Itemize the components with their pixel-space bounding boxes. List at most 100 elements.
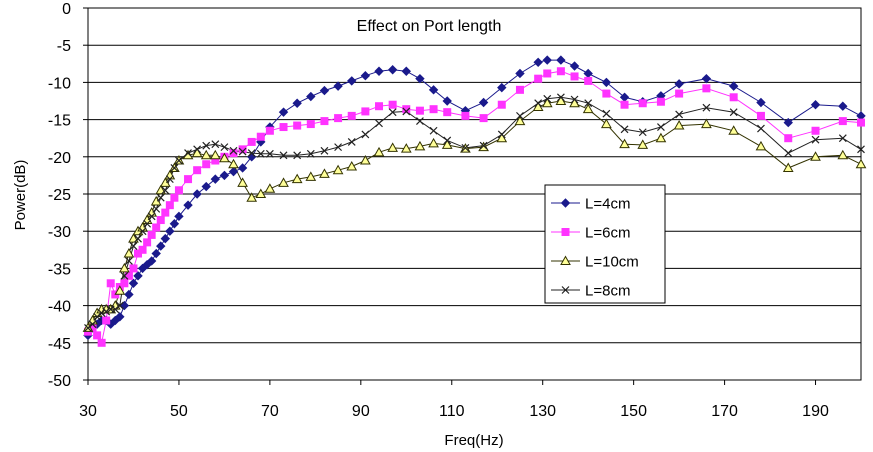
y-tick-label: 0 — [62, 1, 71, 18]
data-point — [361, 107, 370, 116]
x-tick-label: 70 — [261, 403, 279, 420]
data-point — [729, 93, 738, 102]
data-point — [93, 331, 102, 340]
data-point — [306, 91, 316, 102]
data-point — [416, 117, 424, 126]
data-point — [756, 97, 766, 108]
data-point — [702, 103, 711, 112]
data-point — [175, 156, 183, 165]
data-point — [334, 143, 343, 152]
data-point — [319, 168, 330, 178]
data-point — [532, 101, 544, 111]
data-point — [184, 149, 192, 158]
data-point — [556, 67, 565, 76]
data-point — [202, 141, 211, 150]
data-point — [602, 109, 611, 118]
data-point — [170, 164, 179, 172]
data-point — [838, 117, 847, 126]
data-point — [210, 174, 221, 184]
data-point — [400, 143, 412, 153]
data-point — [219, 152, 230, 163]
data-point — [152, 204, 161, 213]
data-point — [810, 151, 821, 161]
data-point — [387, 65, 398, 75]
data-point — [229, 146, 238, 155]
data-point — [106, 279, 115, 288]
data-point — [228, 158, 239, 169]
data-point — [673, 120, 685, 130]
data-point — [497, 130, 506, 139]
y-tick-label: -30 — [48, 224, 71, 241]
data-point — [138, 245, 147, 254]
data-point — [582, 103, 594, 114]
data-point — [193, 166, 202, 175]
data-point — [278, 107, 289, 117]
data-point — [264, 183, 276, 193]
data-point — [361, 130, 370, 139]
y-tick-label: -40 — [48, 299, 71, 316]
data-point — [123, 248, 135, 258]
y-tick-label: -10 — [48, 75, 71, 92]
data-point — [133, 271, 143, 281]
data-point — [293, 151, 302, 160]
data-point — [114, 285, 126, 295]
data-point — [134, 234, 142, 243]
data-point — [429, 105, 438, 114]
legend: L=4cm L=6cm L=10cm L=8cm — [544, 184, 666, 304]
data-point — [200, 149, 212, 160]
data-point — [169, 219, 180, 229]
chart-title: Effect on Port length — [357, 18, 502, 35]
y-tick-label: -15 — [48, 113, 71, 130]
data-point — [442, 96, 452, 106]
data-point — [161, 186, 170, 195]
data-point — [602, 89, 611, 98]
data-point — [209, 149, 221, 160]
data-point — [429, 126, 438, 135]
data-point — [584, 76, 593, 85]
data-point — [515, 85, 524, 94]
data-point — [556, 93, 565, 102]
data-point — [543, 69, 552, 78]
data-point — [220, 143, 229, 152]
data-point — [332, 164, 344, 175]
data-point — [156, 241, 166, 251]
data-point — [255, 188, 267, 198]
data-point — [810, 100, 821, 110]
data-point — [701, 118, 712, 129]
data-point — [388, 100, 397, 109]
data-point — [265, 126, 274, 135]
data-point — [443, 108, 452, 117]
data-point — [333, 81, 343, 91]
data-point — [360, 70, 371, 81]
data-point — [534, 99, 543, 108]
data-point — [128, 278, 139, 288]
data-point — [201, 181, 211, 192]
data-point — [656, 97, 665, 106]
data-point — [783, 117, 793, 128]
data-point — [415, 106, 424, 115]
x-tick-label: 90 — [352, 403, 370, 420]
x-tick-label: 190 — [802, 403, 829, 420]
legend-marker-2 — [560, 255, 571, 265]
legend-marker-1 — [561, 228, 570, 236]
data-point — [191, 147, 203, 158]
data-point — [756, 111, 765, 120]
data-point — [584, 99, 593, 108]
data-point — [428, 137, 439, 148]
data-point — [638, 128, 647, 137]
data-point — [238, 145, 247, 154]
x-tick-label: 170 — [711, 403, 738, 420]
data-point — [515, 68, 525, 79]
data-point — [569, 61, 580, 71]
data-point — [124, 257, 133, 265]
data-point — [375, 102, 384, 111]
data-point — [305, 171, 317, 181]
series-markers-2 — [82, 95, 867, 332]
data-point — [360, 155, 371, 165]
data-point — [479, 114, 488, 123]
data-point — [129, 242, 138, 251]
data-point — [443, 136, 452, 145]
data-point — [247, 137, 256, 146]
data-point — [193, 145, 202, 154]
